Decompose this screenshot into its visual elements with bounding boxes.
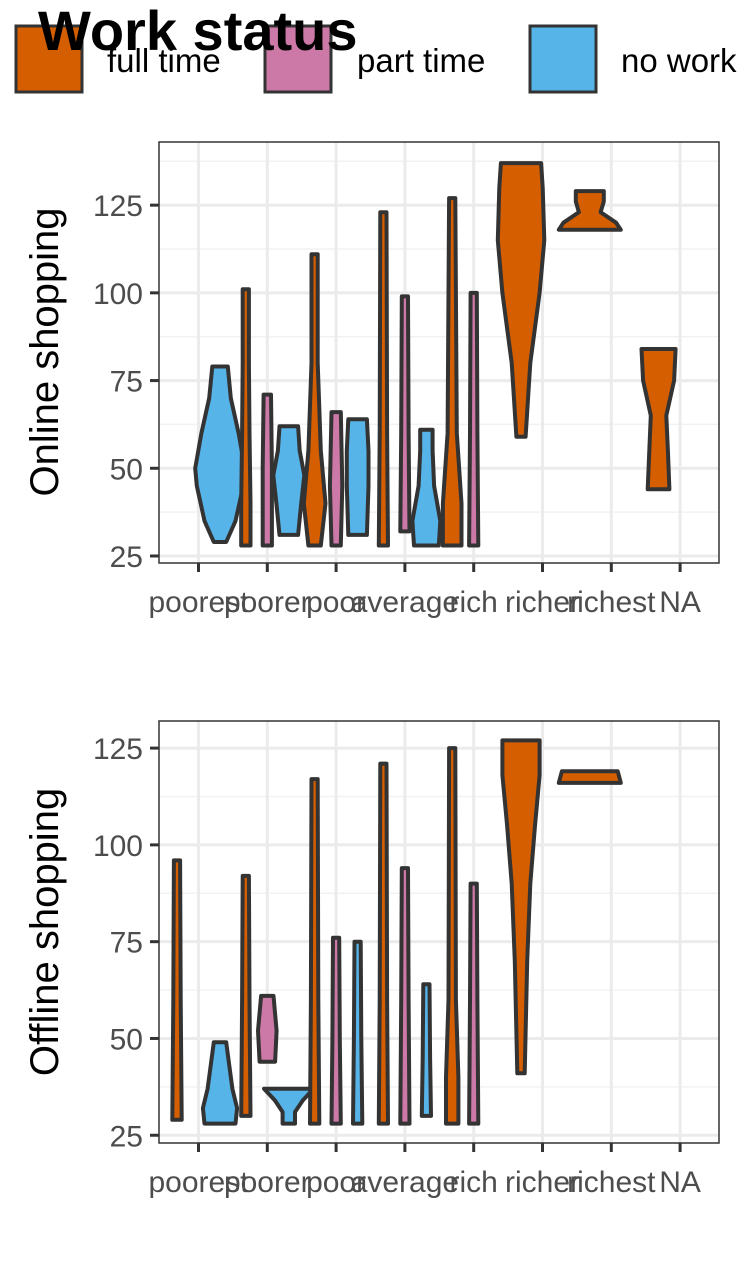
x-tick-label-poorer: poorer xyxy=(224,586,311,619)
legend-title: Work status xyxy=(38,0,357,62)
violin-richer-full-time xyxy=(495,161,547,439)
y-tick-label: 100 xyxy=(93,278,143,311)
offline-shopping-panel: 255075100125poorestpoorerpooraveragerich… xyxy=(23,720,720,1199)
y-tick-label: 125 xyxy=(93,733,143,766)
violin-poor-no-work xyxy=(351,939,365,1126)
violin-poorest-full-time xyxy=(170,858,184,1122)
x-tick-label-richer: richer xyxy=(505,1166,580,1199)
legend-key-no-work xyxy=(528,24,598,94)
y-axis-title: Offline shopping xyxy=(23,788,67,1076)
x-tick-label-average: average xyxy=(351,1166,459,1199)
violin-NA-full-time xyxy=(639,347,678,492)
violin-poor-part-time xyxy=(327,410,345,548)
x-tick-label-richer: richer xyxy=(505,586,580,619)
violin-average-full-time xyxy=(376,210,390,548)
y-tick-label: 50 xyxy=(110,1023,143,1056)
x-tick-label-rich: rich xyxy=(450,1166,498,1199)
violin-rich-part-time xyxy=(467,881,481,1126)
x-tick-label-na: NA xyxy=(659,1166,701,1199)
panel-border xyxy=(158,141,720,564)
x-tick-label-poor: poor xyxy=(306,1166,366,1199)
violin-poor-full-time xyxy=(301,252,328,548)
y-tick-label: 75 xyxy=(110,927,143,960)
violin-average-no-work xyxy=(419,982,433,1118)
violin-poor-no-work xyxy=(344,417,371,537)
y-tick-label: 25 xyxy=(110,1120,143,1153)
x-tick-label-na: NA xyxy=(659,586,701,619)
online-shopping-panel: 255075100125poorestpoorerpooraveragerich… xyxy=(23,141,720,619)
x-tick-label-richest: richest xyxy=(567,586,656,619)
x-tick-label-poorest: poorest xyxy=(148,1166,249,1199)
y-tick-label: 75 xyxy=(110,366,143,399)
violin-poor-part-time xyxy=(329,935,343,1126)
violin-average-part-time xyxy=(398,294,412,534)
violin-rich-part-time xyxy=(467,290,481,548)
violin-average-part-time xyxy=(398,866,412,1126)
violin-poorer-part-time xyxy=(256,993,279,1064)
legend-key-full-time xyxy=(14,24,84,94)
plot-background xyxy=(159,721,719,1143)
violin-poorer-full-time xyxy=(239,287,253,548)
legend-key-part-time xyxy=(263,24,333,94)
legend: full time part time no work Work status xyxy=(14,0,737,94)
violin-poorer-full-time xyxy=(239,873,253,1118)
y-tick-label: 50 xyxy=(110,453,143,486)
violin-poorest-no-work xyxy=(200,1040,240,1126)
violin-richest-full-time xyxy=(556,769,623,785)
x-tick-label-rich: rich xyxy=(450,586,498,619)
y-tick-label: 100 xyxy=(93,830,143,863)
y-tick-label: 25 xyxy=(110,541,143,574)
x-tick-label-poorer: poorer xyxy=(224,1166,311,1199)
x-tick-label-poorest: poorest xyxy=(148,586,249,619)
x-tick-label-richest: richest xyxy=(567,1166,656,1199)
violin-richer-full-time xyxy=(500,738,542,1076)
violin-poorer-no-work xyxy=(262,1086,316,1126)
panel-border xyxy=(158,720,720,1144)
violin-rich-full-time xyxy=(440,196,464,548)
violin-poorer-part-time xyxy=(260,392,274,548)
violin-average-no-work xyxy=(410,427,443,548)
y-tick-label: 125 xyxy=(93,190,143,223)
violin-rich-full-time xyxy=(444,746,461,1126)
legend-label-no-work: no work xyxy=(621,42,737,79)
violin-richest-full-time xyxy=(556,189,623,232)
violin-poor-full-time xyxy=(308,777,322,1126)
x-tick-label-poor: poor xyxy=(306,586,366,619)
violin-poorer-no-work xyxy=(271,424,307,537)
x-tick-label-average: average xyxy=(351,586,459,619)
violin-average-full-time xyxy=(376,761,390,1126)
legend-label-part-time: part time xyxy=(357,42,485,79)
y-axis-title: Online shopping xyxy=(23,207,67,496)
legend-label-full-time: full time xyxy=(107,42,221,79)
